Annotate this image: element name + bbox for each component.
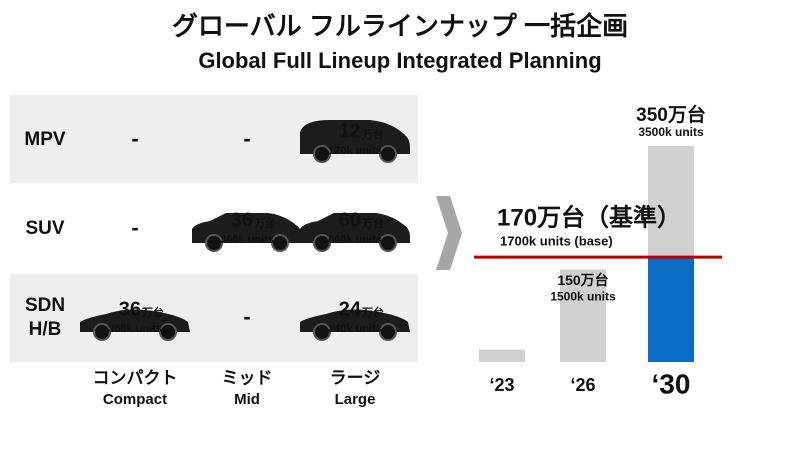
subtitle: Global Full Lineup Integrated Planning [198, 48, 601, 73]
cell-unit: 万台 [361, 305, 384, 319]
car-wheel [205, 234, 223, 252]
car-wheel [379, 323, 397, 341]
car-icon [300, 213, 410, 243]
cell-number: 36 [119, 298, 141, 320]
cell-units-en: 120k units [328, 145, 382, 157]
arrow [436, 196, 462, 270]
car-wheel [313, 323, 331, 341]
cell-unit: 万台 [361, 216, 384, 230]
cell-unit: 万台 [253, 216, 276, 230]
cell-unit: 万台 [141, 305, 164, 319]
empty-cell: - [131, 215, 138, 240]
car-wheel [159, 323, 177, 341]
cell-units-en: 240k units [328, 323, 382, 335]
empty-cell: - [243, 304, 250, 329]
row-label: H/B [29, 319, 62, 340]
car-icon [300, 120, 410, 154]
empty-cell: - [243, 126, 250, 151]
cell-number: 24 [339, 298, 362, 320]
cell-unit: 万台 [361, 127, 384, 141]
cell-units-en: 360k units [220, 234, 274, 246]
base-portion [648, 257, 694, 362]
column-label-en: Large [335, 391, 376, 408]
car-wheel [313, 234, 331, 252]
column-label-en: Mid [234, 391, 260, 408]
x-tick-label: ‘26 [570, 375, 595, 395]
car-wheel [313, 145, 331, 163]
cell-number: 36 [231, 209, 253, 231]
x-tick-label: ‘30 [652, 368, 691, 399]
cell-units-en: 360k units [108, 323, 162, 335]
car-wheel [379, 234, 397, 252]
car-icon [192, 213, 302, 243]
value-label: 150万台 [557, 272, 608, 288]
column-label: ミッド [222, 368, 273, 387]
row-label: SDN [25, 295, 65, 316]
car-wheel [379, 145, 397, 163]
row-label: MPV [24, 129, 66, 150]
bar [479, 349, 525, 362]
title: グローバル フルラインナップ 一括企画 [172, 11, 628, 41]
cell-number: 60 [339, 209, 361, 231]
x-tick-label: ‘23 [489, 375, 514, 395]
bar [560, 269, 606, 362]
reference-label-en: 1700k units (base) [500, 234, 613, 249]
car-wheel [271, 234, 289, 252]
row-label: SUV [25, 218, 64, 239]
column-label: コンパクト [93, 368, 178, 387]
value-label-en: 1500k units [550, 290, 616, 304]
cell-number: 12 [339, 120, 361, 142]
reference-label: 170万台（基準） [497, 203, 681, 231]
empty-cell: - [131, 126, 138, 151]
value-label-en: 3500k units [638, 125, 704, 139]
value-label: 350万台 [636, 103, 706, 126]
column-label: ラージ [330, 368, 381, 387]
column-label-en: Compact [103, 391, 167, 408]
cell-units-en: 600k units [328, 234, 382, 246]
car-wheel [93, 323, 111, 341]
